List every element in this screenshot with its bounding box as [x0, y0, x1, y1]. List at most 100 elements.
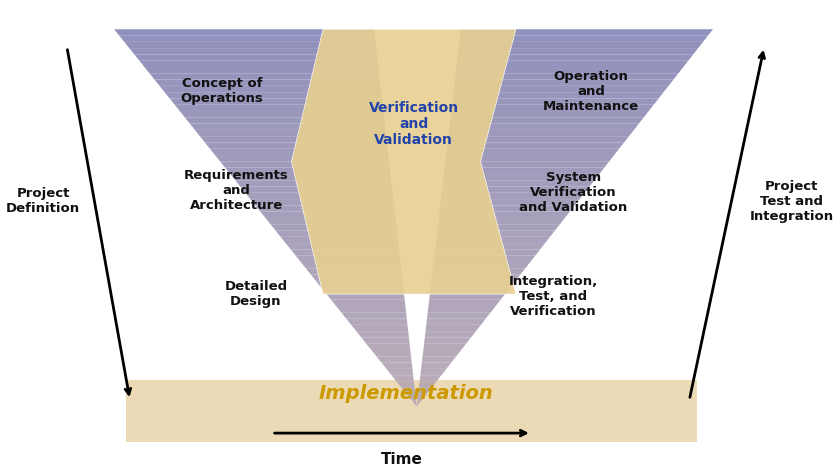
- Polygon shape: [165, 92, 382, 99]
- Polygon shape: [270, 224, 396, 231]
- Polygon shape: [255, 205, 395, 212]
- Polygon shape: [391, 375, 414, 382]
- Polygon shape: [265, 218, 396, 224]
- Polygon shape: [432, 268, 525, 275]
- Polygon shape: [230, 174, 391, 180]
- Polygon shape: [434, 249, 540, 255]
- Polygon shape: [444, 161, 609, 168]
- Polygon shape: [114, 29, 375, 35]
- Polygon shape: [306, 268, 402, 275]
- Polygon shape: [433, 262, 530, 268]
- Polygon shape: [452, 99, 659, 105]
- Polygon shape: [260, 212, 396, 218]
- Polygon shape: [180, 111, 384, 117]
- Text: Verification
and
Validation: Verification and Validation: [369, 101, 459, 148]
- Polygon shape: [341, 312, 407, 318]
- Polygon shape: [301, 262, 402, 268]
- Polygon shape: [421, 362, 451, 369]
- Polygon shape: [420, 369, 446, 375]
- Polygon shape: [432, 275, 521, 281]
- Text: Requirements
and
Architecture: Requirements and Architecture: [184, 169, 289, 212]
- Polygon shape: [453, 92, 664, 99]
- Polygon shape: [296, 255, 401, 262]
- Polygon shape: [444, 174, 600, 180]
- Polygon shape: [417, 400, 422, 407]
- Polygon shape: [449, 124, 639, 130]
- Polygon shape: [441, 193, 585, 199]
- Polygon shape: [449, 130, 634, 136]
- Text: Concept of
Operations: Concept of Operations: [181, 77, 264, 105]
- Polygon shape: [446, 149, 619, 155]
- Polygon shape: [419, 382, 437, 388]
- Polygon shape: [144, 67, 379, 73]
- Text: Time: Time: [381, 452, 423, 467]
- Polygon shape: [438, 224, 560, 231]
- Polygon shape: [291, 249, 400, 255]
- Polygon shape: [438, 218, 564, 224]
- Polygon shape: [418, 388, 432, 394]
- Polygon shape: [331, 300, 406, 306]
- Polygon shape: [420, 375, 441, 382]
- Polygon shape: [427, 312, 491, 318]
- Polygon shape: [134, 55, 378, 61]
- Polygon shape: [407, 394, 416, 400]
- Polygon shape: [435, 243, 545, 249]
- Polygon shape: [170, 99, 383, 105]
- Text: Project
Test and
Integration: Project Test and Integration: [749, 180, 834, 223]
- Polygon shape: [336, 306, 406, 312]
- Polygon shape: [454, 86, 669, 92]
- Polygon shape: [447, 142, 624, 149]
- Polygon shape: [381, 362, 412, 369]
- Polygon shape: [225, 168, 391, 174]
- Polygon shape: [250, 199, 394, 205]
- Polygon shape: [459, 42, 703, 48]
- Polygon shape: [436, 237, 550, 243]
- Polygon shape: [150, 73, 380, 79]
- Polygon shape: [440, 199, 580, 205]
- Polygon shape: [276, 231, 397, 237]
- Polygon shape: [210, 149, 388, 155]
- Polygon shape: [443, 180, 595, 186]
- Polygon shape: [215, 155, 389, 161]
- Text: Implementation: Implementation: [318, 384, 493, 403]
- Polygon shape: [240, 186, 392, 193]
- Polygon shape: [396, 382, 415, 388]
- Polygon shape: [430, 287, 511, 293]
- Polygon shape: [422, 356, 456, 362]
- Polygon shape: [437, 231, 555, 237]
- Polygon shape: [423, 350, 461, 356]
- Polygon shape: [449, 117, 643, 124]
- Polygon shape: [428, 300, 501, 306]
- Polygon shape: [175, 105, 383, 111]
- Polygon shape: [412, 400, 417, 407]
- Polygon shape: [126, 380, 697, 442]
- Polygon shape: [417, 394, 427, 400]
- Polygon shape: [450, 111, 648, 117]
- Polygon shape: [200, 136, 387, 142]
- Polygon shape: [281, 237, 398, 243]
- Polygon shape: [129, 48, 377, 55]
- Polygon shape: [455, 73, 679, 79]
- Text: Detailed
Design: Detailed Design: [224, 280, 287, 308]
- Polygon shape: [426, 325, 480, 331]
- Polygon shape: [459, 35, 708, 42]
- Polygon shape: [245, 193, 393, 199]
- Polygon shape: [371, 350, 411, 356]
- Polygon shape: [460, 29, 713, 35]
- Polygon shape: [451, 105, 654, 111]
- Text: System
Verification
and Validation: System Verification and Validation: [519, 171, 627, 214]
- Polygon shape: [346, 318, 407, 325]
- Polygon shape: [456, 61, 688, 67]
- Polygon shape: [386, 369, 413, 375]
- Polygon shape: [402, 388, 415, 394]
- Polygon shape: [311, 275, 402, 281]
- Polygon shape: [316, 281, 403, 287]
- Polygon shape: [195, 130, 386, 136]
- Polygon shape: [428, 306, 496, 312]
- Polygon shape: [433, 255, 535, 262]
- Polygon shape: [326, 293, 405, 300]
- Polygon shape: [235, 180, 392, 186]
- Text: Integration,
Test, and
Verification: Integration, Test, and Verification: [508, 275, 597, 318]
- Polygon shape: [361, 338, 410, 344]
- Polygon shape: [454, 79, 674, 86]
